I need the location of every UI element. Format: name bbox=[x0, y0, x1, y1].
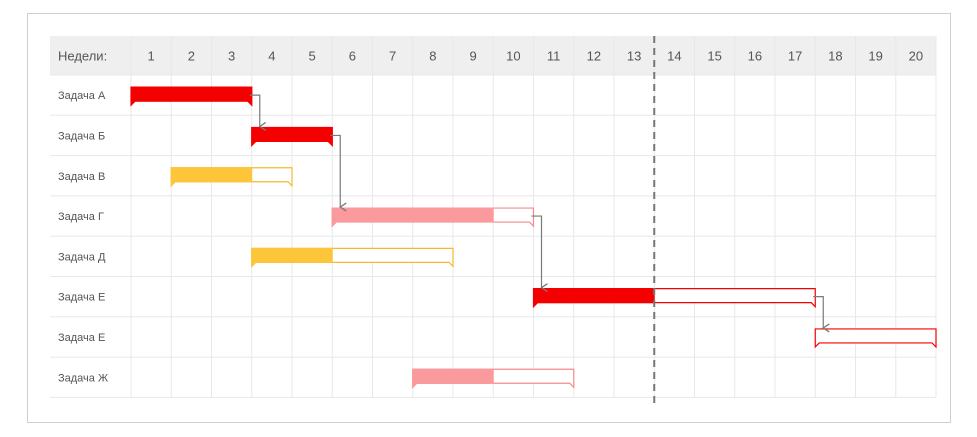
weeks-header-label: Недели: bbox=[58, 49, 107, 64]
task-bar-done bbox=[130, 86, 253, 107]
task-bar-done bbox=[170, 167, 253, 187]
week-tick-label: 19 bbox=[868, 49, 882, 64]
dependency-arrow bbox=[330, 134, 347, 212]
task-label: Задача Г bbox=[58, 211, 104, 223]
task-label: Задача Е bbox=[58, 332, 105, 344]
task-labels: Задача А Задача Б Задача В Задача Г Задача Д… bbox=[58, 90, 108, 384]
week-tick-label: 17 bbox=[788, 49, 802, 64]
week-tick-label: 20 bbox=[909, 49, 923, 64]
week-tick-label: 1 bbox=[148, 49, 155, 64]
dependency-arrows bbox=[249, 94, 830, 333]
gantt-chart: Недели: 1 2 3 4 5 6 7 8 9 10 11 12 13 14 15 16 17 18 19 20 З… bbox=[50, 36, 937, 406]
task-label: Задача Ж bbox=[58, 372, 108, 384]
week-tick-label: 7 bbox=[389, 49, 396, 64]
task-bar-done bbox=[331, 207, 494, 228]
task-label: Задача Б bbox=[58, 130, 105, 142]
task-bar-done bbox=[533, 288, 655, 308]
task-bar-done bbox=[412, 368, 494, 389]
week-tick-label: 11 bbox=[547, 49, 561, 64]
week-tick-label: 9 bbox=[470, 49, 477, 64]
dependency-arrow bbox=[531, 215, 548, 293]
gantt-frame: Недели: 1 2 3 4 5 6 7 8 9 10 11 12 13 14 15 16 17 18 19 20 З… bbox=[27, 13, 951, 423]
task-bar-done bbox=[251, 247, 333, 268]
week-tick-label: 13 bbox=[627, 49, 641, 64]
week-tick-label: 12 bbox=[587, 49, 601, 64]
week-tick-label: 6 bbox=[349, 49, 356, 64]
task-label: Задача А bbox=[58, 90, 106, 102]
dependency-arrow bbox=[249, 94, 267, 131]
week-tick-label: 16 bbox=[748, 49, 762, 64]
week-header: Недели: 1 2 3 4 5 6 7 8 9 10 11 12 13 14 15 16 17 18 19 20 bbox=[58, 49, 923, 64]
week-tick-label: 4 bbox=[268, 49, 275, 64]
task-label: Задача Д bbox=[58, 251, 106, 263]
week-tick-label: 8 bbox=[429, 49, 436, 64]
task-label: Задача Е bbox=[58, 292, 105, 304]
week-tick-label: 3 bbox=[228, 49, 235, 64]
task-label: Задача В bbox=[58, 171, 105, 183]
week-tick-label: 18 bbox=[828, 49, 842, 64]
task-bars bbox=[130, 86, 937, 389]
task-bar-done bbox=[251, 126, 333, 147]
week-tick-label: 5 bbox=[309, 49, 316, 64]
week-tick-label: 15 bbox=[707, 49, 721, 64]
week-tick-label: 2 bbox=[188, 49, 195, 64]
dependency-arrow bbox=[813, 296, 830, 333]
week-tick-label: 10 bbox=[506, 49, 520, 64]
week-tick-label: 14 bbox=[667, 49, 681, 64]
task-bar-outline bbox=[814, 328, 937, 349]
